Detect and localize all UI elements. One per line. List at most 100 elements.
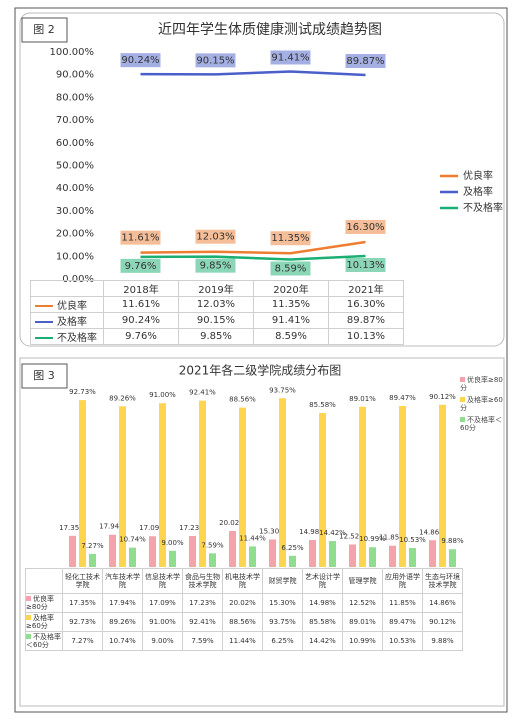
table-cell: 不及格率＜60分 bbox=[25, 631, 63, 651]
table-cell: 9.00% bbox=[142, 631, 183, 651]
data-label: 92.41% bbox=[189, 389, 216, 397]
data-label: 11.61% bbox=[121, 233, 159, 244]
data-label: 85.58% bbox=[309, 401, 336, 409]
chart-frame bbox=[19, 12, 505, 347]
table-header: 应用外语学院 bbox=[382, 568, 423, 594]
table-row: 轻化工技术学院 汽车技术学院 信息技术学院 食品与生物技术学院 机电技术学院 财贸学院 艺术… bbox=[25, 568, 463, 594]
y-tick-label: 100.00% bbox=[50, 47, 95, 58]
data-label: 9.00% bbox=[161, 539, 184, 547]
legend-label: 不及格率＜60分 bbox=[26, 633, 61, 649]
bar bbox=[289, 555, 296, 567]
bar bbox=[209, 553, 216, 567]
data-label: 90.24% bbox=[121, 55, 159, 66]
y-tick-label: 0.00% bbox=[62, 274, 94, 285]
table-row: 不及格率 9.76% 9.85% 8.59% 10.13% bbox=[30, 328, 404, 345]
bar bbox=[169, 550, 176, 567]
bar bbox=[129, 547, 136, 567]
bar bbox=[349, 544, 356, 567]
table-header: 机电技术学院 bbox=[222, 568, 263, 594]
data-label: 15.30% bbox=[259, 527, 286, 535]
table-cell: 15.30% bbox=[262, 593, 303, 613]
table-cell: 优良率 bbox=[30, 296, 104, 313]
y-tick-label: 70.00% bbox=[56, 115, 94, 126]
legend-label: 不及格率＜60分 bbox=[460, 416, 502, 432]
bar bbox=[329, 541, 336, 567]
data-label: 12.03% bbox=[196, 232, 234, 243]
data-label: 89.26% bbox=[109, 394, 136, 402]
table-row: 优良率≥80分 17.35% 17.94% 17.09% 17.23% 20.02% 15.… bbox=[25, 593, 463, 613]
data-label: 11.35% bbox=[271, 233, 309, 244]
legend-swatch bbox=[26, 615, 31, 620]
legend-label: 及格率 bbox=[463, 185, 493, 198]
bar bbox=[239, 407, 246, 567]
legend-swatch bbox=[460, 377, 465, 382]
legend-label: 不及格率 bbox=[463, 201, 503, 214]
data-table: 2018年 2019年 2020年 2021年 优良率 11.61% 12.03% 11.35… bbox=[30, 280, 404, 345]
table-cell: 91.41% bbox=[253, 312, 329, 329]
data-label: 90.12% bbox=[429, 393, 456, 401]
data-label: 88.56% bbox=[229, 396, 256, 404]
table-cell: 11.61% bbox=[103, 296, 179, 313]
y-tick-label: 20.00% bbox=[56, 229, 94, 240]
table-header: 轻化工技术学院 bbox=[62, 568, 103, 594]
y-tick-label: 80.00% bbox=[56, 92, 94, 103]
table-cell: 7.59% bbox=[182, 631, 223, 651]
data-label: 14.42% bbox=[319, 529, 346, 537]
data-label: 91.00% bbox=[149, 391, 176, 399]
bar bbox=[109, 534, 116, 567]
table-row: 及格率 90.24% 90.15% 91.41% 89.87% bbox=[30, 312, 404, 329]
figure-label-box bbox=[21, 363, 68, 389]
legend-label: 不及格率 bbox=[57, 333, 97, 344]
data-label: 89.87% bbox=[346, 56, 384, 67]
legend-label: 及格率 bbox=[57, 317, 87, 328]
table-header: 食品与生物技术学院 bbox=[182, 568, 223, 594]
table-header: 管理学院 bbox=[342, 568, 383, 594]
legend-label: 优良率 bbox=[463, 169, 493, 182]
table-header: 汽车技术学院 bbox=[102, 568, 143, 594]
table-cell: 10.53% bbox=[382, 631, 423, 651]
table-cell: 8.59% bbox=[253, 328, 329, 345]
table-cell: 12.03% bbox=[178, 296, 254, 313]
table-cell: 12.52% bbox=[342, 593, 383, 613]
data-label-bg bbox=[195, 229, 236, 244]
table-cell: 92.41% bbox=[182, 612, 223, 632]
table-cell: 10.13% bbox=[328, 328, 404, 345]
data-label: 7.59% bbox=[201, 541, 224, 549]
bar bbox=[279, 398, 286, 567]
line bbox=[140, 240, 366, 255]
table-cell: 17.35% bbox=[62, 593, 103, 613]
table-cell: 11.35% bbox=[253, 296, 329, 313]
bar bbox=[449, 549, 456, 567]
legend-swatch bbox=[460, 417, 465, 422]
data-label-bg bbox=[270, 261, 311, 276]
figure-label-box bbox=[21, 17, 68, 43]
data-label: 90.15% bbox=[196, 55, 234, 66]
bar bbox=[319, 412, 326, 567]
bar bbox=[189, 535, 196, 567]
bar bbox=[79, 400, 86, 567]
chart-frame bbox=[19, 357, 505, 707]
table-cell: 89.47% bbox=[382, 612, 423, 632]
bar bbox=[409, 548, 416, 567]
line bbox=[140, 254, 366, 261]
table-row: 及格率≥60分 92.73% 89.26% 91.00% 92.41% 88.56% 93.… bbox=[25, 612, 463, 632]
table-header: 2021年 bbox=[328, 280, 404, 297]
bar bbox=[149, 536, 156, 567]
table-cell: 17.94% bbox=[102, 593, 143, 613]
chart-title: 2021年各二级学院成绩分布图 bbox=[179, 363, 342, 378]
bar bbox=[359, 406, 366, 567]
bar bbox=[439, 404, 446, 567]
table-cell: 及格率 bbox=[30, 312, 104, 329]
y-tick-label: 60.00% bbox=[56, 138, 94, 149]
legend-swatch bbox=[35, 337, 53, 339]
table-header: 财贸学院 bbox=[262, 568, 303, 594]
bar bbox=[429, 540, 436, 567]
y-tick-label: 90.00% bbox=[56, 70, 94, 81]
table-cell: 9.76% bbox=[103, 328, 179, 345]
figure-label: 图 3 bbox=[33, 369, 55, 382]
table-cell: 11.44% bbox=[222, 631, 263, 651]
data-label: 6.25% bbox=[281, 544, 304, 552]
data-label-bg bbox=[270, 231, 311, 246]
data-label: 14.86% bbox=[419, 528, 446, 536]
data-label: 10.99% bbox=[359, 535, 386, 543]
